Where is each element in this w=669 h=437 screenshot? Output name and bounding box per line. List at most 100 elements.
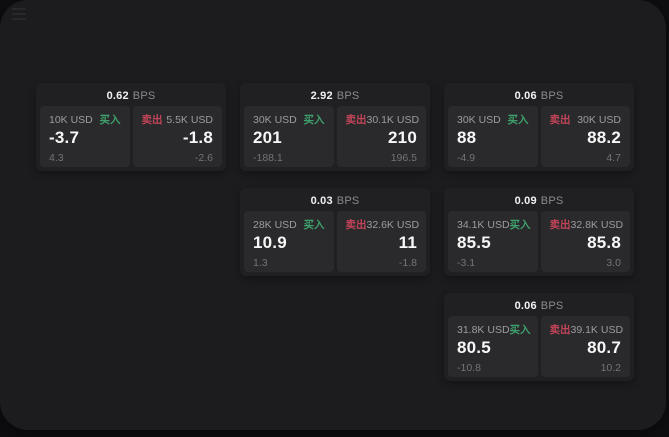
- quote-panels: 30K USD 买入 88 -4.9 卖出 30K USD 88.2 4.7: [448, 106, 630, 167]
- buy-panel-top: 10K USD 买入: [49, 114, 121, 126]
- buy-tag: 买入: [509, 219, 531, 231]
- sell-amount-label: 30.1K USD: [366, 114, 420, 126]
- quote-card: 0.06 BPS 30K USD 买入 88 -4.9 卖出 30K USD 88…: [444, 83, 634, 171]
- bps-value: 0.03: [310, 195, 333, 207]
- buy-price: 10.9: [253, 233, 287, 252]
- bps-value: 0.62: [106, 90, 129, 102]
- bps-unit-label: BPS: [336, 90, 360, 102]
- buy-price: 88: [457, 128, 477, 147]
- buy-amount-label: 10K USD: [49, 114, 93, 126]
- bps-unit-label: BPS: [540, 195, 564, 207]
- sell-tag: 卖出: [549, 114, 571, 126]
- sell-amount-label: 30K USD: [577, 114, 621, 126]
- sell-delta: 3.0: [606, 257, 621, 269]
- buy-panel[interactable]: 28K USD 买入 10.9 1.3: [244, 211, 334, 272]
- sell-panel[interactable]: 卖出 32.6K USD 11 -1.8: [336, 211, 426, 272]
- buy-price: -3.7: [49, 128, 80, 147]
- sell-price: 88.2: [587, 128, 621, 147]
- sell-panel-top: 卖出 30.1K USD: [345, 114, 420, 126]
- sell-panel[interactable]: 卖出 32.8K USD 85.8 3.0: [540, 211, 630, 272]
- sell-price: 85.8: [587, 233, 621, 252]
- sell-amount-label: 32.6K USD: [366, 219, 420, 231]
- quote-panels: 10K USD 买入 -3.7 4.3 卖出 5.5K USD -1.8 -2.…: [40, 106, 222, 167]
- buy-panel[interactable]: 31.8K USD 买入 80.5 -10.8: [448, 316, 538, 377]
- bps-unit-label: BPS: [540, 90, 564, 102]
- buy-panel-top: 34.1K USD 买入: [457, 219, 531, 231]
- sell-delta: -1.8: [398, 257, 417, 269]
- sell-price: 80.7: [587, 338, 621, 357]
- bps-value: 0.06: [514, 300, 537, 312]
- sell-price: 210: [388, 128, 417, 147]
- quote-card: 0.09 BPS 34.1K USD 买入 85.5 -3.1 卖出 32.8K …: [444, 188, 634, 276]
- buy-panel-top: 31.8K USD 买入: [457, 324, 531, 336]
- sell-panel-top: 卖出 5.5K USD: [142, 114, 214, 126]
- bps-unit-label: BPS: [336, 195, 360, 207]
- sell-panel-top: 卖出 32.6K USD: [345, 219, 420, 231]
- sell-panel[interactable]: 卖出 30.1K USD 210 196.5: [336, 106, 426, 167]
- buy-panel[interactable]: 30K USD 买入 201 -188.1: [244, 106, 334, 167]
- buy-price: 85.5: [457, 233, 491, 252]
- buy-panel[interactable]: 30K USD 买入 88 -4.9: [448, 106, 538, 167]
- buy-tag: 买入: [509, 324, 531, 336]
- buy-amount-label: 30K USD: [457, 114, 501, 126]
- buy-price: 80.5: [457, 338, 491, 357]
- sell-price: -1.8: [182, 128, 213, 147]
- buy-panel-top: 30K USD 买入: [253, 114, 325, 126]
- sell-tag: 卖出: [549, 324, 571, 336]
- sell-delta: -2.6: [194, 152, 213, 164]
- buy-amount-label: 31.8K USD: [457, 324, 510, 336]
- bps-value: 0.06: [514, 90, 537, 102]
- sell-amount-label: 5.5K USD: [166, 114, 213, 126]
- sell-panel-top: 卖出 39.1K USD: [549, 324, 624, 336]
- card-header: 0.06 BPS: [448, 297, 630, 316]
- sell-amount-label: 32.8K USD: [570, 219, 624, 231]
- quote-card: 0.06 BPS 31.8K USD 买入 80.5 -10.8 卖出 39.1K…: [444, 293, 634, 381]
- buy-amount-label: 34.1K USD: [457, 219, 510, 231]
- quote-panels: 34.1K USD 买入 85.5 -3.1 卖出 32.8K USD 85.8…: [448, 211, 630, 272]
- buy-tag: 买入: [99, 114, 121, 126]
- card-header: 0.09 BPS: [448, 192, 630, 211]
- buy-amount-label: 28K USD: [253, 219, 297, 231]
- sell-panel-top: 卖出 30K USD: [550, 114, 622, 126]
- sell-tag: 卖出: [345, 219, 367, 231]
- sell-price: 11: [398, 233, 417, 252]
- sell-panel-top: 卖出 32.8K USD: [549, 219, 624, 231]
- card-header: 0.03 BPS: [244, 192, 426, 211]
- sell-delta: 196.5: [390, 152, 417, 164]
- buy-tag: 买入: [303, 114, 325, 126]
- buy-tag: 买入: [507, 114, 529, 126]
- buy-amount-label: 30K USD: [253, 114, 297, 126]
- bps-value: 0.09: [514, 195, 537, 207]
- buy-panel-top: 28K USD 买入: [253, 219, 325, 231]
- buy-panel[interactable]: 10K USD 买入 -3.7 4.3: [40, 106, 130, 167]
- buy-delta: 4.3: [49, 152, 64, 164]
- quote-card: 2.92 BPS 30K USD 买入 201 -188.1 卖出 30.1K U…: [240, 83, 430, 171]
- cards-grid: 0.62 BPS 10K USD 买入 -3.7 4.3 卖出 5.5K USD …: [36, 83, 634, 381]
- buy-price: 201: [253, 128, 282, 147]
- buy-delta: -3.1: [457, 257, 476, 269]
- card-header: 0.06 BPS: [448, 87, 630, 106]
- quote-panels: 30K USD 买入 201 -188.1 卖出 30.1K USD 210 1…: [244, 106, 426, 167]
- sell-amount-label: 39.1K USD: [570, 324, 624, 336]
- sell-tag: 卖出: [141, 114, 163, 126]
- buy-delta: -4.9: [457, 152, 476, 164]
- menu-icon[interactable]: [12, 8, 26, 20]
- card-header: 0.62 BPS: [40, 87, 222, 106]
- sell-tag: 卖出: [549, 219, 571, 231]
- buy-delta: -10.8: [457, 362, 481, 374]
- buy-panel[interactable]: 34.1K USD 买入 85.5 -3.1: [448, 211, 538, 272]
- card-header: 2.92 BPS: [244, 87, 426, 106]
- quote-panels: 28K USD 买入 10.9 1.3 卖出 32.6K USD 11 -1.8: [244, 211, 426, 272]
- sell-panel[interactable]: 卖出 30K USD 88.2 4.7: [540, 106, 630, 167]
- bps-unit-label: BPS: [540, 300, 564, 312]
- bps-value: 2.92: [310, 90, 333, 102]
- buy-delta: 1.3: [253, 257, 268, 269]
- sell-delta: 4.7: [606, 152, 621, 164]
- quote-panels: 31.8K USD 买入 80.5 -10.8 卖出 39.1K USD 80.…: [448, 316, 630, 377]
- sell-panel[interactable]: 卖出 5.5K USD -1.8 -2.6: [132, 106, 222, 167]
- sell-panel[interactable]: 卖出 39.1K USD 80.7 10.2: [540, 316, 630, 377]
- sell-tag: 卖出: [345, 114, 367, 126]
- buy-tag: 买入: [303, 219, 325, 231]
- buy-delta: -188.1: [253, 152, 283, 164]
- bps-unit-label: BPS: [132, 90, 156, 102]
